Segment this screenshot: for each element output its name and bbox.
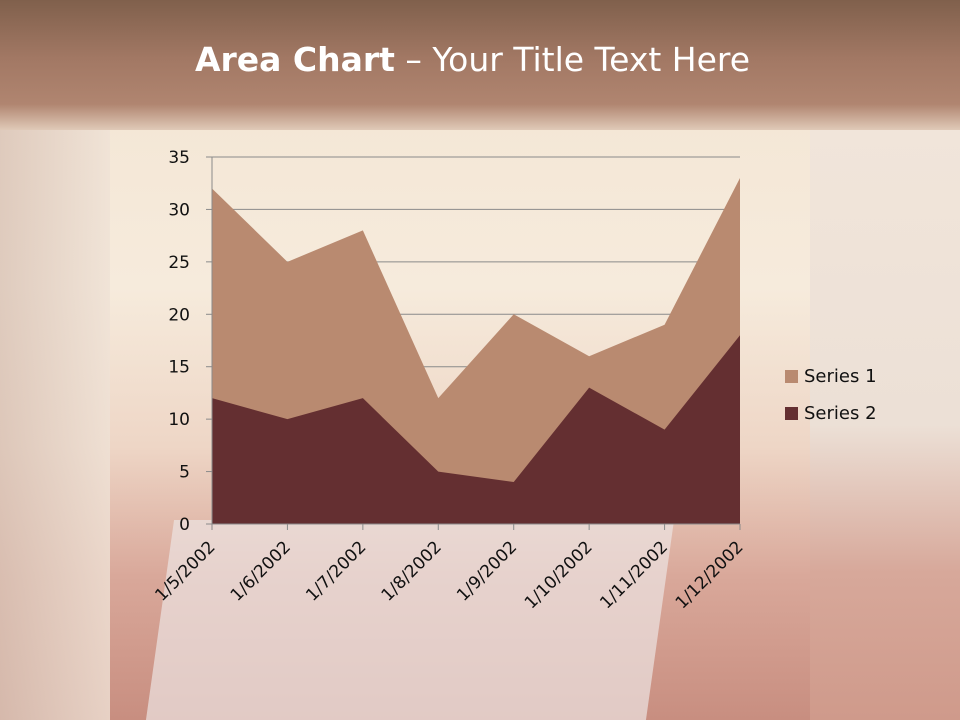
- y-tick-label: 30: [168, 200, 190, 220]
- x-tick-label: 1/7/2002: [302, 537, 370, 605]
- y-tick-label: 20: [168, 305, 190, 325]
- legend-item-series-1: Series 1: [785, 358, 877, 395]
- x-tick-label: 1/5/2002: [151, 537, 219, 605]
- x-tick-label: 1/6/2002: [227, 537, 295, 605]
- legend-label: Series 1: [804, 366, 877, 387]
- y-tick-label: 25: [168, 253, 190, 273]
- title-rest: – Your Title Text Here: [394, 40, 751, 79]
- slide-title: Area Chart – Your Title Text Here: [0, 40, 945, 79]
- background-photo-right: [810, 130, 960, 720]
- y-tick-label: 0: [179, 515, 190, 535]
- x-tick-label: 1/8/2002: [378, 537, 446, 605]
- y-tick-label: 10: [168, 410, 190, 430]
- y-tick-label: 15: [168, 358, 190, 378]
- y-tick-label: 35: [168, 148, 190, 168]
- area-series-2: [212, 335, 740, 524]
- x-tick-label: 1/12/2002: [672, 537, 748, 613]
- title-band: [0, 0, 960, 130]
- x-tick-label: 1/11/2002: [596, 537, 672, 613]
- legend-item-series-2: Series 2: [785, 395, 877, 432]
- legend: Series 1 Series 2: [785, 358, 877, 432]
- legend-swatch: [785, 370, 798, 383]
- legend-swatch: [785, 407, 798, 420]
- legend-label: Series 2: [804, 403, 877, 424]
- y-tick-label: 5: [179, 463, 190, 483]
- x-tick-label: 1/9/2002: [453, 537, 521, 605]
- background-photo-left: [0, 130, 110, 720]
- x-tick-label: 1/10/2002: [521, 537, 597, 613]
- title-bold: Area Chart: [194, 40, 395, 79]
